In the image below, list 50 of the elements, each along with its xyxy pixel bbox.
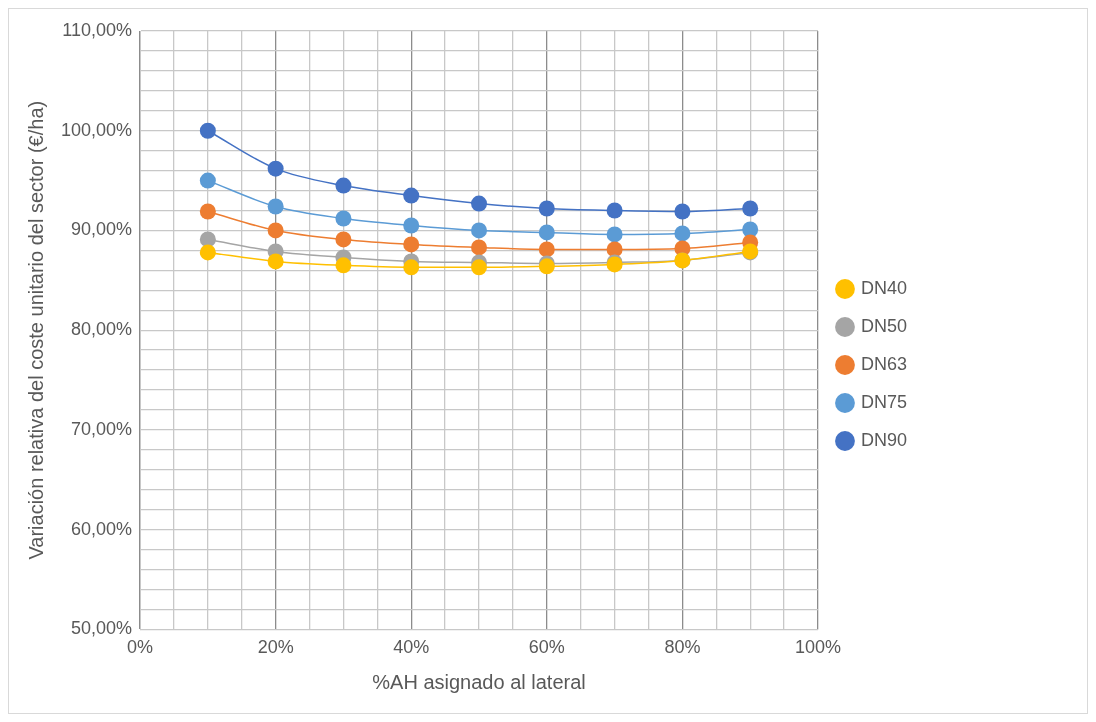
point: [742, 221, 759, 238]
y-tick-label: 90,00%: [71, 219, 133, 240]
x-tick-label: 20%: [257, 637, 294, 658]
point: [742, 200, 759, 217]
point: [471, 259, 488, 276]
point: [403, 217, 420, 234]
point: [267, 198, 284, 215]
y-tick-label: 70,00%: [71, 418, 133, 439]
legend-label: DN75: [860, 391, 908, 412]
point: [199, 231, 216, 248]
point: [335, 257, 352, 274]
y-tick-label: 110,00%: [62, 19, 133, 40]
point: [403, 187, 420, 204]
legend-label: DN90: [860, 429, 908, 450]
x-tick-label: 0%: [127, 637, 154, 658]
x-tick-label: 80%: [664, 637, 701, 658]
legend-label: DN40: [860, 277, 908, 298]
y-tick-label: 80,00%: [71, 319, 133, 340]
point: [538, 241, 555, 258]
point: [674, 203, 691, 220]
point: [471, 195, 488, 212]
point: [267, 222, 284, 239]
x-tick-label: 40%: [393, 637, 430, 658]
point: [199, 244, 216, 261]
x-axis-title: %AH asignado al lateral: [372, 670, 586, 693]
point: [199, 203, 216, 220]
point: [606, 202, 623, 219]
point: [538, 224, 555, 241]
y-axis-title: Variación relativa del coste unitario del sector (€/ha): [24, 100, 47, 560]
point: [199, 172, 216, 189]
point: [199, 122, 216, 139]
point: [471, 222, 488, 239]
point: [403, 236, 420, 253]
y-tick-label: 50,00%: [71, 618, 133, 639]
legend-label: DN50: [860, 315, 908, 336]
point: [335, 210, 352, 227]
point: [335, 231, 352, 248]
point: [674, 225, 691, 242]
legend-label: DN63: [860, 353, 908, 374]
point: [267, 160, 284, 177]
y-tick-label: 60,00%: [71, 518, 133, 539]
point: [267, 253, 284, 270]
point: [606, 226, 623, 243]
point: [538, 200, 555, 217]
x-tick-label: 60%: [528, 637, 565, 658]
y-tick-label: 100,00%: [61, 119, 133, 140]
point: [335, 177, 352, 194]
x-tick-label: 100%: [794, 637, 841, 658]
point: [403, 259, 420, 276]
point: [471, 239, 488, 256]
